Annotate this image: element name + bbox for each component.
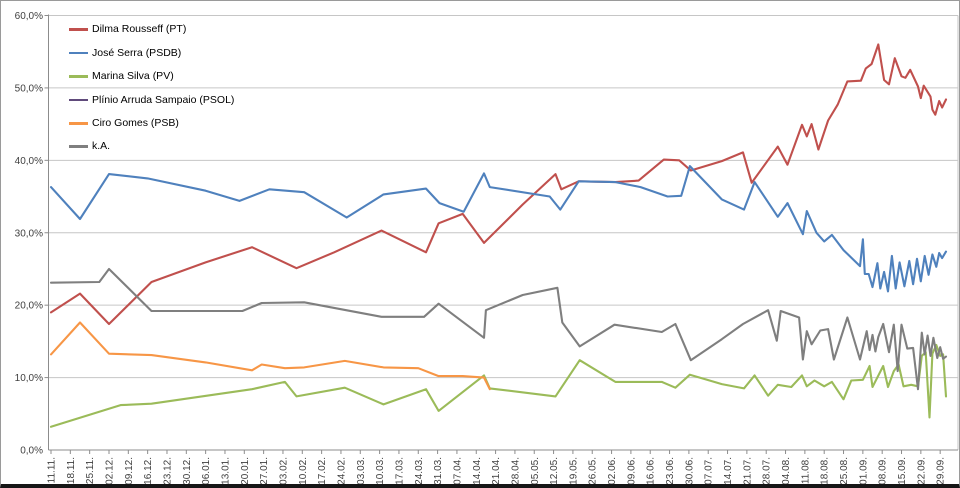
x-axis-label: 06.01. [201,457,212,484]
legend: Dilma Rousseff (PT) José Serra (PSDB) Mari… [69,18,234,158]
x-axis-label: 14.04. [472,457,483,484]
series-line-3 [49,343,948,428]
x-axis-label: 09.12. [124,457,135,484]
x-axis-label: 03.03. [356,457,367,484]
y-axis-label: 20,0% [15,301,43,312]
x-axis-label: 24.03. [414,457,425,484]
y-axis-label: 60,0% [15,11,43,22]
legend-item: José Serra (PSDB) [69,41,234,64]
series-line-1 [49,43,948,326]
x-axis-label: 13.01. [220,457,231,484]
x-axis-label: 31.03. [433,457,444,484]
x-axis-label: 02.06. [607,457,618,484]
legend-color-line-icon [69,145,88,148]
x-axis-label: 05.05. [530,457,541,484]
x-axis-label: 07.07. [704,457,715,484]
legend-color-line-icon [69,28,88,31]
x-axis-label: 17.03. [394,457,405,484]
y-axis-label: 30,0% [15,228,43,239]
y-axis-labels: 0,0% 10,0% 20,0% 30,0% 40,0% 50,0% 60,0% [15,11,43,457]
y-axis-label: 10,0% [15,373,43,384]
legend-item: k.A. [69,135,234,158]
series-line-2 [49,165,948,293]
x-axis-label: 23.12. [162,457,173,484]
legend-label: k.A. [92,140,111,153]
legend-label: Plínio Arruda Sampaio (PSOL) [92,93,235,106]
x-axis-label: 17.02. [317,457,328,484]
y-axis-label: 50,0% [15,83,43,94]
legend-color-line-icon [69,121,88,125]
x-axis-label: 07.04. [452,457,463,484]
series-line-6 [49,267,948,391]
x-axis-label: 04.08. [781,457,792,484]
x-axis-label: 02.12. [104,457,115,484]
x-axis-label: 16.06. [646,457,657,484]
x-axis-label: 10.02. [298,457,309,484]
legend-color-line-icon [69,51,88,55]
x-axis-label: 15.09. [897,457,908,484]
x-axis-label: 16.12. [143,457,154,484]
y-axis-label: 0,0% [20,446,43,457]
legend-item: Marina Silva (PV) [69,65,234,88]
legend-label: Marina Silva (PV) [92,70,174,83]
x-axis-label: 26.05. [588,457,599,484]
x-axis-label: 08.09. [878,457,889,484]
y-axis-label: 40,0% [15,156,43,167]
x-axis-label: 25.08. [839,457,850,484]
legend-item: Dilma Rousseff (PT) [69,18,234,41]
x-axis-label: 30.06. [684,457,695,484]
x-axis-label: 12.05. [549,457,560,484]
x-axis-label: 18.08. [820,457,831,484]
legend-label: José Serra (PSDB) [92,46,182,59]
x-axis-label: 11.11. [47,457,58,483]
x-axis-label: 01.09. [858,457,869,484]
x-axis-label: 21.07. [742,457,753,484]
x-axis-label: 30.12. [182,457,193,484]
legend-label: Ciro Gomes (PSB) [92,117,179,129]
legend-color-line-icon [69,75,88,78]
x-axis-label: 21.04. [491,457,502,484]
x-axis-tick-labels: 11.11. 18.11. 25.11. 02.12. 09.12. 16.12. 23.1… [47,457,947,484]
x-axis-label: 19.05. [568,457,579,484]
x-axis-label: 24.02. [336,457,347,484]
legend-color-line-icon [69,98,88,102]
x-axis-label: 27.01. [259,457,270,484]
x-axis-label: 28.07. [762,457,773,484]
x-axis-label: 25.11. [85,457,96,484]
y-gridlines [44,15,958,379]
x-axis-label: 29.09. [936,457,947,484]
series-lines [49,43,948,428]
legend-item: Ciro Gomes (PSB) [69,112,234,135]
x-axis-label: 11.08. [800,457,811,484]
legend-item: Plínio Arruda Sampaio (PSOL) [69,88,234,111]
series-line-5 [49,321,491,391]
x-axis-label: 14.07. [723,457,734,484]
x-axis-label: 03.02. [278,457,289,484]
x-axis-label: 10.03. [375,457,386,484]
x-axis-label: 09.06. [626,457,637,484]
x-axis-ticks [50,450,941,454]
x-axis-label: 23.06. [665,457,676,484]
x-axis-label: 20.01. [240,457,251,484]
axes [48,14,959,451]
x-axis-label: 22.09. [916,457,927,484]
x-axis-label: 28.04. [510,457,521,484]
x-axis-label: 18.11. [66,457,77,484]
legend-label: Dilma Rousseff (PT) [92,23,187,36]
